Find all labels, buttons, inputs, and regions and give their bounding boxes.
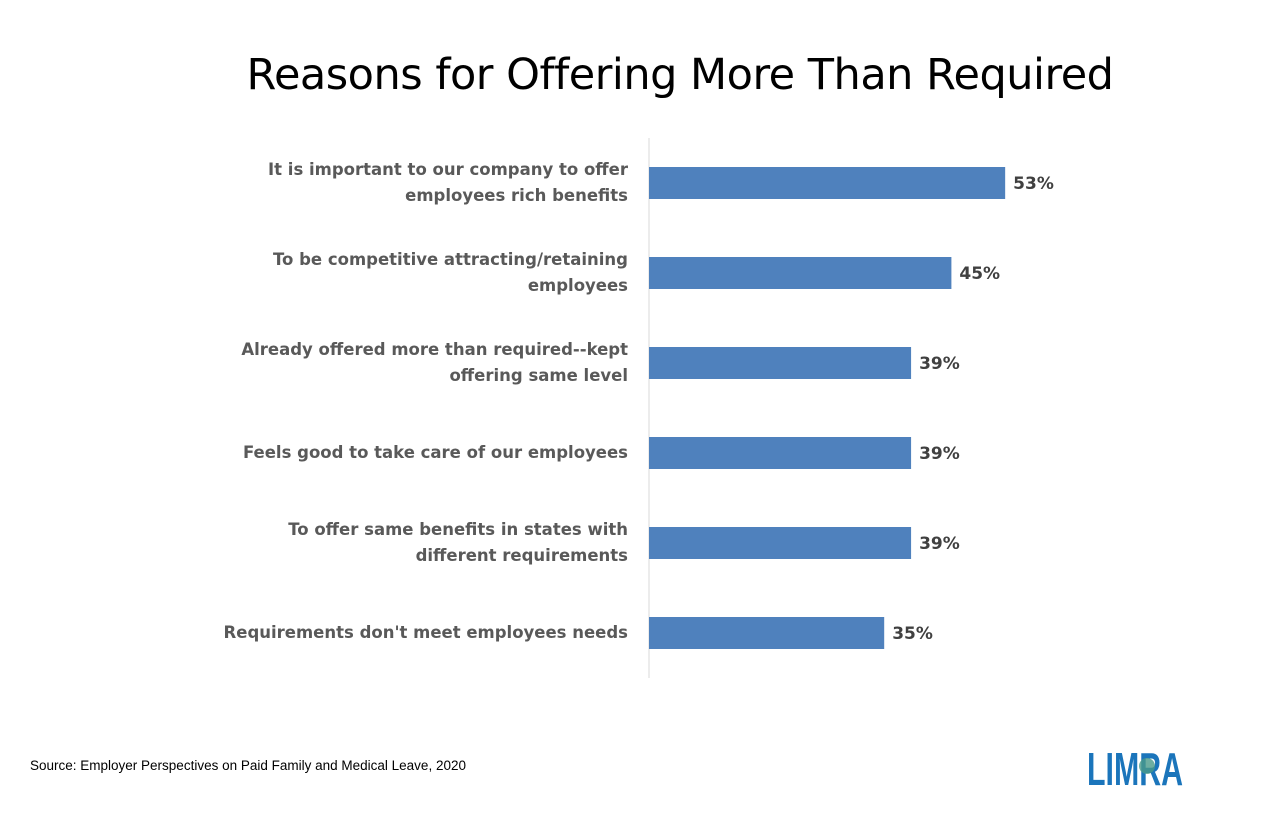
svg-text:LIMRA: LIMRA xyxy=(1087,744,1183,788)
limra-logo: LIMRA xyxy=(1087,744,1183,788)
bar xyxy=(649,617,885,649)
bar xyxy=(649,167,1006,199)
bar xyxy=(649,257,952,289)
data-label: 45% xyxy=(959,264,1000,284)
source-note: Source: Employer Perspectives on Paid Fa… xyxy=(30,758,466,773)
category-label: Feels good to take care of our employees xyxy=(242,443,628,462)
category-label: Requirements don't meet employees needs xyxy=(223,623,628,642)
category-label: To be competitive attracting/retaining e… xyxy=(272,250,628,295)
data-label: 53% xyxy=(1013,174,1054,194)
data-label: 39% xyxy=(919,534,960,554)
category-label: It is important to our company to offer … xyxy=(268,160,628,205)
bar xyxy=(649,347,912,379)
category-label: To offer same benefits in states with di… xyxy=(288,520,628,565)
data-label: 39% xyxy=(919,354,960,374)
data-label: 39% xyxy=(919,444,960,464)
data-label: 35% xyxy=(892,624,933,644)
bar xyxy=(649,437,912,469)
bar xyxy=(649,527,912,559)
category-label: Already offered more than required--kept… xyxy=(241,340,628,385)
chart-title: Reasons for Offering More Than Required xyxy=(246,50,1114,100)
